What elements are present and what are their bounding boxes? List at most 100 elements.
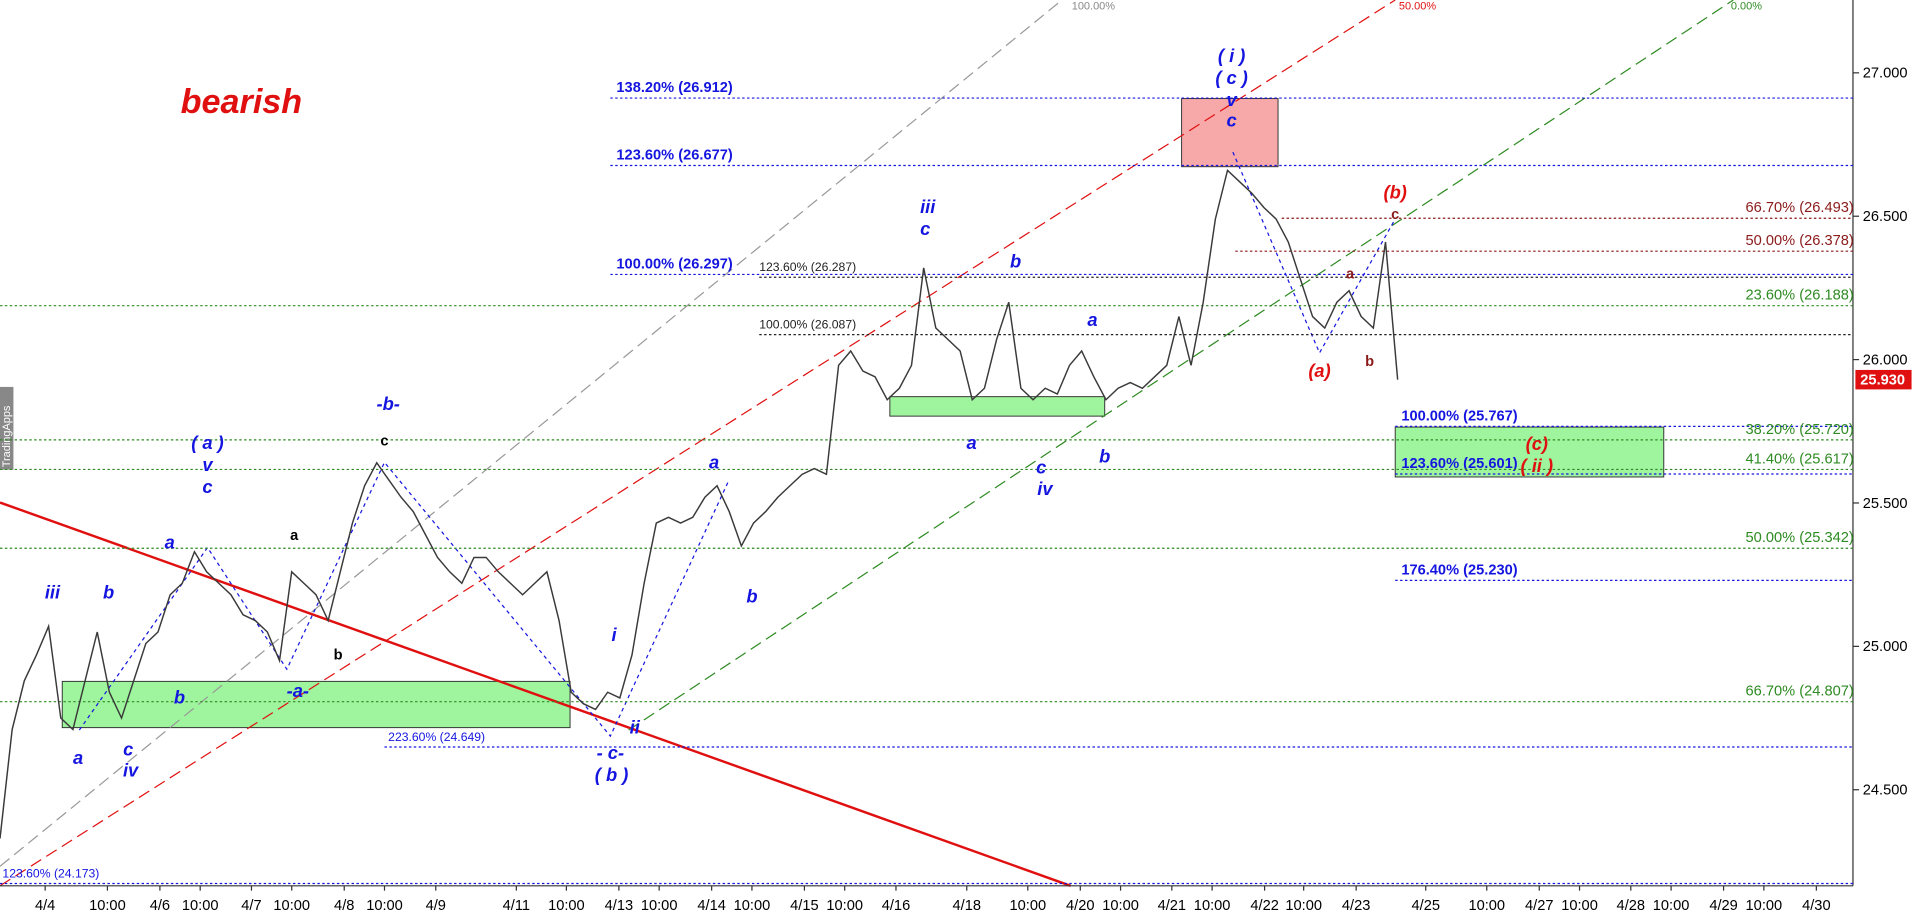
wave-label: iii — [920, 196, 936, 217]
wave-label: ii — [630, 717, 641, 738]
trend-line — [0, 501, 1071, 887]
channel-label: 100.00% — [1072, 1, 1116, 13]
fib-label: 123.60% (24.173) — [2, 866, 99, 880]
watermark: TradingApps — [1, 405, 13, 467]
wave-label: a — [165, 532, 175, 553]
target-box — [1181, 98, 1279, 168]
x-tick-label: 4/20 — [1066, 898, 1094, 914]
x-tick-label: 4/4 — [35, 898, 55, 914]
x-tick-label: 4/16 — [882, 898, 910, 914]
fib-label: 100.00% (26.297) — [616, 256, 732, 272]
wave-label: iv — [1037, 478, 1053, 499]
wave-label: a — [709, 451, 719, 472]
watermark-tab — [0, 386, 14, 470]
wave-label: v — [1227, 89, 1238, 110]
x-tick-label: 4/21 — [1158, 898, 1186, 914]
wave-label: a — [967, 432, 977, 453]
wave-label: b — [1365, 354, 1374, 370]
wave-label: (a) — [1308, 360, 1330, 381]
wave-label: b — [174, 686, 185, 707]
fib-label: 100.00% (25.767) — [1401, 408, 1517, 424]
fib-label: 123.60% (26.287) — [759, 260, 856, 274]
fib-label: 123.60% (25.601) — [1401, 456, 1517, 472]
fib-label: 38.20% (25.720) — [1746, 422, 1854, 438]
x-tick-label: 4/7 — [241, 898, 261, 914]
wave-label: a — [1087, 309, 1097, 330]
wave-label: b — [746, 585, 757, 606]
wave-label: ( i ) — [1218, 45, 1245, 66]
last-price-label: 25.930 — [1860, 373, 1905, 389]
wave-label: (c) — [1526, 433, 1548, 454]
zone-box — [61, 680, 571, 729]
wave-label: c — [1036, 456, 1046, 477]
x-tick-label: 10:00 — [89, 898, 126, 914]
wave-label: b — [103, 582, 114, 603]
last-price-tag — [1855, 369, 1912, 390]
x-tick-label: 10:00 — [1194, 898, 1231, 914]
x-tick-label: 4/25 — [1411, 898, 1439, 914]
wave-label: ( a ) — [191, 432, 224, 453]
wave-label: a — [290, 528, 299, 544]
x-tick-label: 4/8 — [334, 898, 354, 914]
wave-label: b — [1010, 251, 1021, 272]
fib-label: 100.00% (26.087) — [759, 318, 856, 332]
channel-line — [628, 0, 1734, 731]
y-tick-label: 26.500 — [1863, 209, 1908, 225]
x-tick-label: 4/27 — [1525, 898, 1553, 914]
x-tick-label: 4/22 — [1250, 898, 1278, 914]
x-tick-label: 4/30 — [1802, 898, 1830, 914]
x-tick-label: 10:00 — [366, 898, 403, 914]
zone-box — [1394, 426, 1665, 478]
wave-label: b — [334, 648, 343, 664]
x-tick-label: 4/13 — [605, 898, 633, 914]
x-tick-label: 10:00 — [1561, 898, 1598, 914]
x-tick-label: 10:00 — [1009, 898, 1046, 914]
fib-label: 138.20% (26.912) — [616, 80, 732, 96]
channel-label: 50.00% — [1399, 1, 1436, 13]
x-tick-label: 10:00 — [734, 898, 771, 914]
x-tick-label: 10:00 — [1285, 898, 1322, 914]
price-line — [0, 168, 1399, 839]
x-tick-label: 4/15 — [790, 898, 818, 914]
wave-label: ( c ) — [1215, 67, 1248, 88]
x-tick-label: 4/6 — [150, 898, 170, 914]
x-tick-label: 10:00 — [641, 898, 678, 914]
chart-title: bearish — [181, 83, 303, 121]
wave-label: v — [202, 454, 213, 475]
wave-label: b — [1099, 445, 1110, 466]
wave-label: -b- — [376, 393, 399, 414]
wave-label: iii — [45, 582, 61, 603]
channel-label: 0.00% — [1731, 1, 1762, 13]
wave-label: (b) — [1384, 181, 1407, 202]
x-tick-label: 4/18 — [953, 898, 981, 914]
x-tick-label: 10:00 — [826, 898, 863, 914]
wave-label: c — [123, 739, 133, 760]
y-tick-label: 24.500 — [1863, 783, 1908, 799]
zone-box — [889, 396, 1106, 417]
fib-label: 123.60% (26.677) — [616, 147, 732, 163]
x-tick-label: 10:00 — [182, 898, 219, 914]
wave-label: c — [380, 433, 388, 449]
x-tick-label: 10:00 — [1653, 898, 1690, 914]
wave-label: ( ii ) — [1521, 455, 1554, 476]
wave-label: - c- — [597, 742, 624, 763]
wave-label: iv — [123, 759, 139, 780]
fib-label: 23.60% (26.188) — [1746, 288, 1854, 304]
channel-line — [0, 0, 1063, 867]
x-tick-label: 4/14 — [697, 898, 725, 914]
y-tick-label: 25.500 — [1863, 496, 1908, 512]
wave-label: c — [202, 476, 212, 497]
wave-label: c — [920, 218, 930, 239]
fib-label: 66.70% (24.807) — [1746, 684, 1854, 700]
wave-label: c — [1227, 110, 1237, 131]
wave-label: c — [1391, 207, 1399, 223]
x-tick-label: 4/9 — [426, 898, 446, 914]
fib-label: 50.00% (26.378) — [1746, 233, 1854, 249]
x-tick-label: 10:00 — [273, 898, 310, 914]
x-tick-label: 10:00 — [1746, 898, 1783, 914]
x-tick-label: 10:00 — [1102, 898, 1139, 914]
wave-label: a — [73, 747, 83, 768]
wave-connector — [78, 461, 730, 738]
wave-label: -a- — [287, 680, 309, 701]
